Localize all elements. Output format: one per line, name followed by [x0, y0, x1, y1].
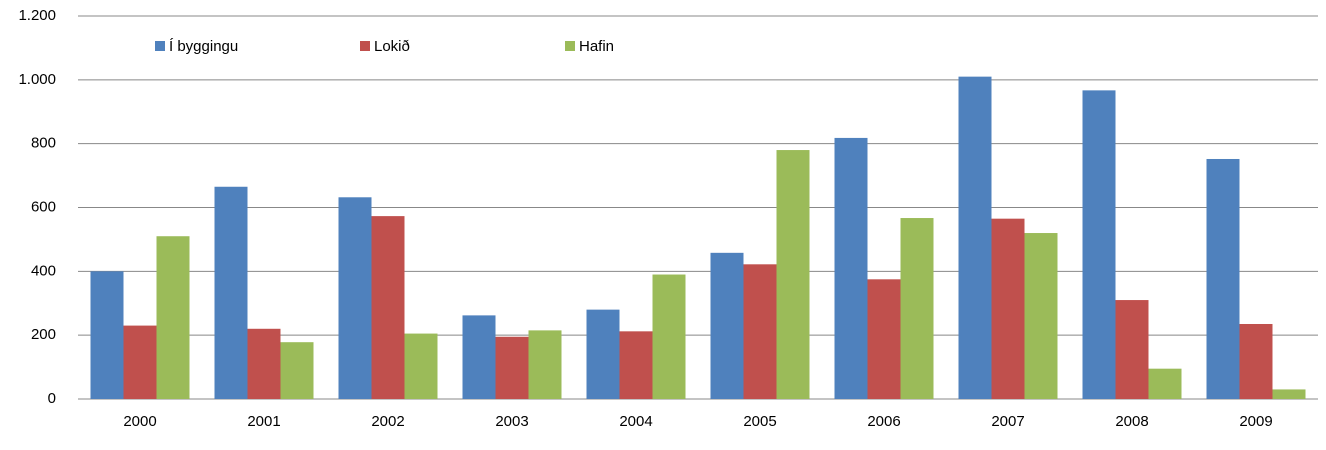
bar [495, 336, 529, 399]
legend-label: Í byggingu [169, 38, 238, 55]
x-tick-label: 2009 [1239, 413, 1272, 430]
bar [462, 315, 496, 399]
bar [90, 271, 124, 399]
y-tick-label: 400 [31, 262, 56, 279]
bar [371, 216, 405, 399]
y-tick-label: 600 [31, 198, 56, 215]
bar [710, 252, 744, 399]
x-tick-label: 2005 [743, 413, 776, 430]
bar [867, 279, 901, 399]
bar [338, 197, 372, 399]
x-tick-label: 2000 [123, 413, 156, 430]
y-tick-label: 1.000 [18, 71, 56, 88]
legend-swatch [360, 41, 370, 51]
x-tick-label: 2003 [495, 413, 528, 430]
legend-swatch [155, 41, 165, 51]
bar [123, 325, 157, 399]
bar [280, 342, 314, 399]
bar [1206, 158, 1240, 399]
bar [1024, 233, 1058, 399]
bar [776, 150, 810, 399]
bar [652, 274, 686, 399]
bar [404, 333, 438, 399]
x-tick-label: 2008 [1115, 413, 1148, 430]
legend-label: Hafin [579, 38, 614, 55]
legend-label: Lokið [374, 38, 410, 55]
y-tick-label: 0 [48, 390, 56, 407]
x-tick-label: 2001 [247, 413, 280, 430]
bar [991, 218, 1025, 399]
bar [586, 309, 620, 399]
x-tick-label: 2004 [619, 413, 652, 430]
bar [247, 328, 281, 399]
bar [214, 186, 248, 399]
bar [156, 236, 190, 399]
bar [900, 218, 934, 399]
bar [1082, 90, 1116, 399]
bar [1239, 323, 1273, 399]
bar [958, 76, 992, 400]
legend-swatch [565, 41, 575, 51]
bar [1148, 368, 1182, 399]
y-tick-label: 200 [31, 326, 56, 343]
bar [1115, 300, 1149, 399]
bar [1272, 389, 1306, 399]
y-tick-label: 1.200 [18, 7, 56, 24]
bar [619, 331, 653, 399]
bar [528, 330, 562, 399]
x-tick-label: 2006 [867, 413, 900, 430]
y-tick-label: 800 [31, 135, 56, 152]
x-tick-label: 2002 [371, 413, 404, 430]
x-tick-label: 2007 [991, 413, 1024, 430]
bar [743, 264, 777, 399]
bar [834, 137, 868, 399]
